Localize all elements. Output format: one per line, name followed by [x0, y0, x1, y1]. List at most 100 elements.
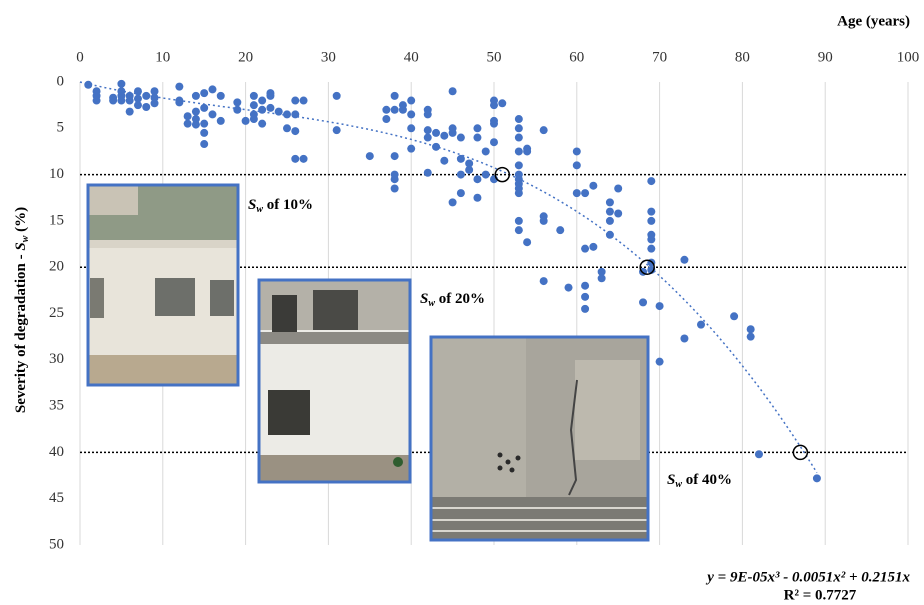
annotation-text: of 20%	[435, 291, 485, 307]
trend-equation: y = 9E-05x³ - 0.0051x² + 0.2151x	[705, 569, 910, 585]
scatter-point	[200, 120, 208, 128]
scatter-point	[457, 189, 465, 197]
scatter-point	[432, 129, 440, 137]
scatter-point	[184, 112, 192, 120]
x-tick-label: 100	[897, 49, 920, 65]
scatter-point	[465, 166, 473, 174]
scatter-point	[556, 226, 564, 234]
scatter-point	[606, 231, 614, 239]
annotation: Sw of 40%	[667, 472, 732, 490]
scatter-point	[217, 92, 225, 100]
scatter-point	[424, 126, 432, 134]
scatter-point	[813, 474, 821, 482]
scatter-point	[606, 198, 614, 206]
scatter-point	[540, 126, 548, 134]
annotation-symbol: S	[248, 197, 256, 213]
scatter-point	[151, 99, 159, 107]
y-tick-label: 30	[49, 351, 64, 367]
annotation-text: of 40%	[682, 472, 732, 488]
y-tick-label: 10	[49, 166, 64, 182]
scatter-point	[589, 182, 597, 190]
scatter-point	[93, 97, 101, 105]
scatter-point	[200, 104, 208, 112]
photo-1	[88, 185, 238, 385]
scatter-point	[250, 101, 258, 109]
y-tick-label: 50	[49, 536, 64, 552]
y-tick-label: 35	[49, 398, 64, 414]
y-tick-label: 25	[49, 305, 64, 321]
scatter-point	[647, 177, 655, 185]
scatter-point	[391, 184, 399, 192]
scatter-point	[283, 124, 291, 132]
scatter-point	[473, 175, 481, 183]
scatter-point	[192, 92, 200, 100]
photo-2	[259, 280, 410, 482]
scatter-point	[333, 126, 341, 134]
scatter-point	[291, 97, 299, 105]
scatter-point	[208, 85, 216, 93]
y-axis-title: Severity of degradation - Sw (%)	[13, 207, 31, 413]
scatter-point	[208, 110, 216, 118]
scatter-point	[473, 134, 481, 142]
x-tick-label: 80	[735, 49, 750, 65]
scatter-point	[581, 305, 589, 313]
scatter-point	[515, 134, 523, 142]
scatter-point	[300, 97, 308, 105]
scatter-point	[142, 103, 150, 111]
y-tick-label: 15	[49, 212, 64, 228]
scatter-point	[498, 99, 506, 107]
scatter-point	[490, 138, 498, 146]
scatter-point	[515, 217, 523, 225]
scatter-point	[680, 335, 688, 343]
y-tick-label: 20	[49, 259, 64, 275]
scatter-point	[515, 189, 523, 197]
scatter-point	[647, 217, 655, 225]
photo-3	[431, 337, 648, 540]
scatter-point	[126, 97, 134, 105]
x-tick-label: 90	[818, 49, 833, 65]
scatter-point	[515, 147, 523, 155]
scatter-point	[523, 147, 531, 155]
scatter-point	[440, 157, 448, 165]
scatter-point	[382, 115, 390, 123]
scatter-point	[581, 293, 589, 301]
scatter-point	[755, 450, 763, 458]
scatter-point	[730, 312, 738, 320]
x-tick-label: 30	[321, 49, 336, 65]
scatter-point	[647, 235, 655, 243]
scatter-point	[747, 333, 755, 341]
scatter-point	[565, 284, 573, 292]
scatter-point	[391, 175, 399, 183]
scatter-point	[515, 124, 523, 132]
scatter-point	[407, 124, 415, 132]
scatter-point	[184, 120, 192, 128]
scatter-point	[242, 117, 250, 125]
scatter-point	[614, 209, 622, 217]
scatter-point	[407, 97, 415, 105]
scatter-point	[523, 238, 531, 246]
y-tick-label: 5	[57, 120, 65, 136]
x-tick-label: 70	[652, 49, 667, 65]
chart: Age (years) Severity of degradation - Sw…	[0, 0, 924, 605]
scatter-point	[457, 171, 465, 179]
scatter-point	[598, 274, 606, 282]
scatter-point	[540, 217, 548, 225]
scatter-point	[515, 161, 523, 169]
annotation: Sw of 20%	[420, 291, 485, 309]
scatter-point	[407, 110, 415, 118]
scatter-point	[647, 208, 655, 216]
x-tick-label: 60	[569, 49, 584, 65]
y-title-unit: (%)	[13, 207, 29, 236]
y-tick-label: 45	[49, 490, 64, 506]
x-tick-label: 50	[487, 49, 502, 65]
scatter-point	[175, 83, 183, 91]
scatter-point	[200, 140, 208, 148]
scatter-point	[391, 92, 399, 100]
scatter-point	[581, 189, 589, 197]
scatter-point	[482, 171, 490, 179]
scatter-point	[407, 145, 415, 153]
scatter-point	[192, 121, 200, 129]
x-tick-label: 10	[155, 49, 170, 65]
annotation: Sw of 10%	[248, 197, 313, 215]
scatter-point	[126, 108, 134, 116]
